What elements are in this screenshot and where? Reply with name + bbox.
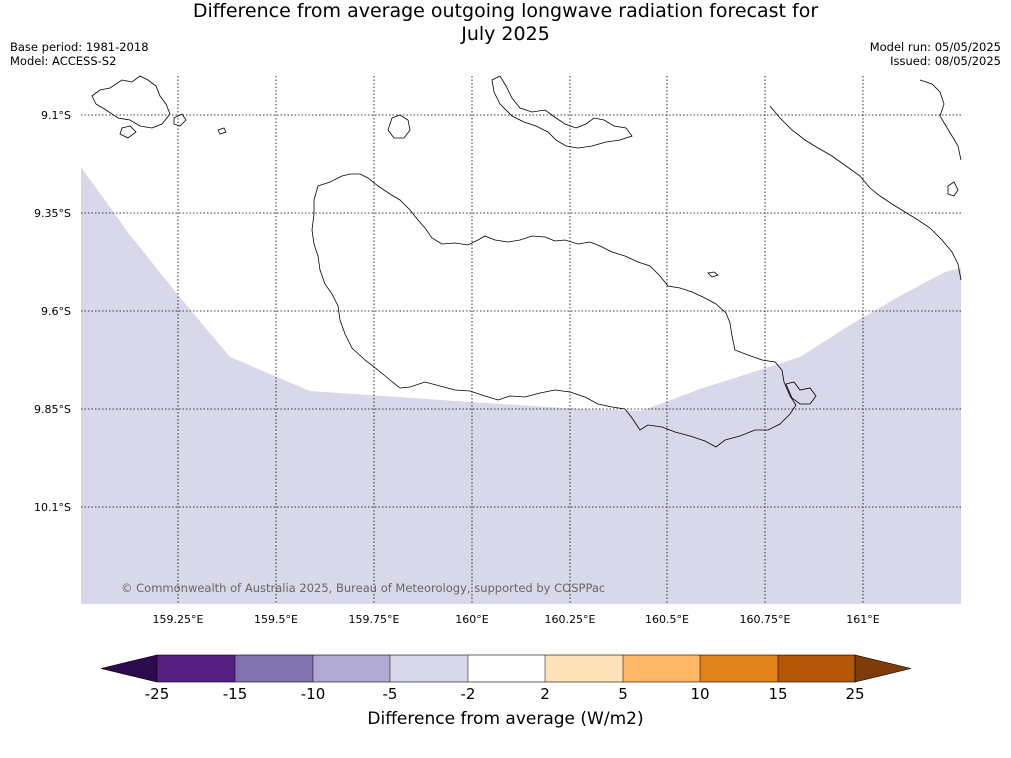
lon-label: 159.5°E [254,613,298,626]
colorbar-tick-label: -5 [383,685,398,703]
colorbar-segment [313,655,390,682]
issued-date: Issued: 08/05/2025 [890,54,1001,68]
latitude-labels: 9.1°S 9.35°S 9.6°S 9.85°S 10.1°S [34,109,71,514]
northeast-headland-coast [919,79,962,161]
lon-label: 159.25°E [153,613,204,626]
far-east-islet [947,181,959,197]
lat-label: 9.35°S [34,207,71,220]
northwest-island-coast [91,75,171,129]
lon-label: 159.75°E [349,613,400,626]
lon-label: 160.25°E [545,613,596,626]
meta-right: Model run: 05/05/2025 Issued: 08/05/2025 [870,40,1001,68]
lat-label: 9.85°S [34,403,71,416]
round-island-coast [387,114,411,139]
lon-label: 160.75°E [740,613,791,626]
lat-label: 9.1°S [41,109,71,122]
colorbar-segment [157,655,235,682]
colorbar-segment [390,655,468,682]
colorbar-tick-label: -2 [461,685,476,703]
lat-label: 10.1°S [34,501,71,514]
chart-title: Difference from average outgoing longwav… [0,0,1011,46]
title-line-2: July 2025 [461,23,550,45]
colorbar-segment [778,655,855,682]
colorbar-low-extension [100,654,158,683]
colorbar-tick-label: 10 [690,685,709,703]
north-central-island-coast [491,75,633,149]
colorbar-segment [468,655,545,682]
colorbar-ticks: -25 -15 -10 -5 -2 2 5 10 15 25 [145,685,865,703]
colorbar-outline [156,654,856,683]
lon-label: 160.5°E [645,613,689,626]
model-name: Model: ACCESS-S2 [10,54,117,68]
colorbar-tick-label: -25 [145,685,170,703]
small-islet-coast [707,271,719,278]
colorbar-tick-label: 25 [845,685,864,703]
longitude-labels: 159.25°E 159.5°E 159.75°E 160°E 160.25°E… [153,613,880,626]
northeast-coast [769,105,962,281]
colorbar-tick-label: 2 [540,685,550,703]
northwest-islet-a [173,113,187,127]
lon-label: 161°E [846,613,879,626]
colorbar: -25 -15 -10 -5 -2 2 5 10 15 25 [100,654,912,703]
colorbar-tick-label: 15 [768,685,787,703]
lat-label: 9.6°S [41,305,71,318]
graticule [81,76,961,604]
map-panel: 9.1°S 9.35°S 9.6°S 9.85°S 10.1°S 159.25°… [34,75,962,626]
northwest-islet-c [217,127,227,135]
base-period: Base period: 1981-2018 [10,40,149,54]
colorbar-segment [623,655,700,682]
northwest-islet-b [119,125,137,139]
colorbar-segment [235,655,313,682]
copyright-notice: © Commonwealth of Australia 2025, Bureau… [121,581,605,595]
eastern-islet-coast [785,381,817,405]
meta-left: Base period: 1981-2018 Model: ACCESS-S2 [10,40,149,68]
colorbar-segment [700,655,778,682]
colorbar-tick-label: -10 [301,685,326,703]
title-line-1: Difference from average outgoing longwav… [192,0,819,22]
lon-label: 160°E [455,613,488,626]
colorbar-label: Difference from average (W/m2) [367,709,644,729]
colorbar-high-extension [854,654,912,683]
model-run: Model run: 05/05/2025 [869,40,1001,54]
anomaly-shaded-region [81,167,961,604]
colorbar-dividers [234,655,779,682]
colorbar-tick-label: -15 [223,685,248,703]
coastlines [91,75,962,448]
main-island-coast [311,173,797,448]
colorbar-segment [545,655,623,682]
colorbar-tick-label: 5 [618,685,628,703]
